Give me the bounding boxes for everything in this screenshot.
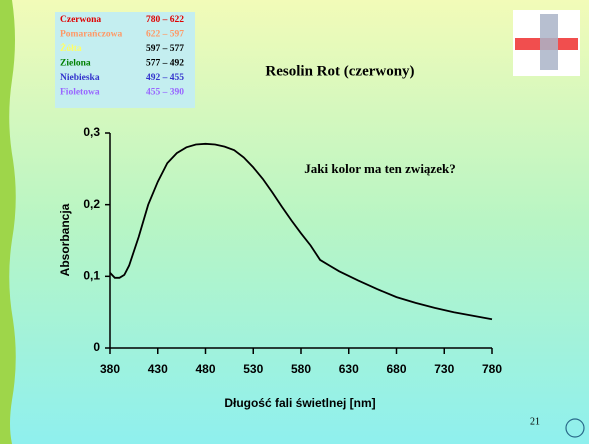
cuvette-image bbox=[513, 10, 580, 76]
y-tick-label: 0,1 bbox=[83, 269, 100, 283]
x-tick-label: 480 bbox=[195, 362, 215, 376]
x-tick-label: 380 bbox=[100, 362, 120, 376]
color-name: Żółta bbox=[60, 42, 82, 54]
annotation: Jaki kolor ma ten związek? bbox=[304, 161, 455, 176]
page-number: 21 bbox=[530, 416, 540, 427]
color-name: Fioletowa bbox=[60, 88, 100, 98]
slide: Resolin Rot (czerwony) Jaki kolor ma ten… bbox=[0, 0, 589, 444]
y-tick-label: 0 bbox=[93, 340, 100, 354]
x-tick-label: 580 bbox=[291, 362, 311, 376]
color-range: 455 – 390 bbox=[146, 88, 184, 98]
color-range: 492 – 455 bbox=[146, 73, 184, 83]
x-tick-label: 430 bbox=[148, 362, 168, 376]
page: Resolin Rot (czerwony) Jaki kolor ma ten… bbox=[0, 0, 589, 444]
x-tick-label: 730 bbox=[434, 362, 454, 376]
color-name: Zielona bbox=[60, 59, 91, 69]
left-stripe bbox=[0, 0, 16, 444]
color-range: 622 – 597 bbox=[146, 30, 184, 40]
color-range: 780 – 622 bbox=[146, 15, 184, 25]
y-tick-label: 0,3 bbox=[83, 125, 100, 139]
x-tick-label: 530 bbox=[243, 362, 263, 376]
y-axis-label: Absorbancja bbox=[58, 203, 72, 276]
x-axis-label: Długość fali świetlnej [nm] bbox=[224, 396, 375, 410]
color-name: Niebieska bbox=[60, 73, 100, 83]
color-name: Czerwona bbox=[60, 15, 101, 25]
x-tick-label: 780 bbox=[482, 362, 502, 376]
y-tick-label: 0,2 bbox=[83, 197, 100, 211]
x-tick-label: 630 bbox=[339, 362, 359, 376]
x-tick-label: 680 bbox=[386, 362, 406, 376]
color-range: 577 – 492 bbox=[146, 59, 184, 69]
color-range: 597 – 577 bbox=[146, 44, 184, 54]
color-name: Pomarańczowa bbox=[60, 30, 123, 40]
chart-title: Resolin Rot (czerwony) bbox=[265, 63, 414, 79]
